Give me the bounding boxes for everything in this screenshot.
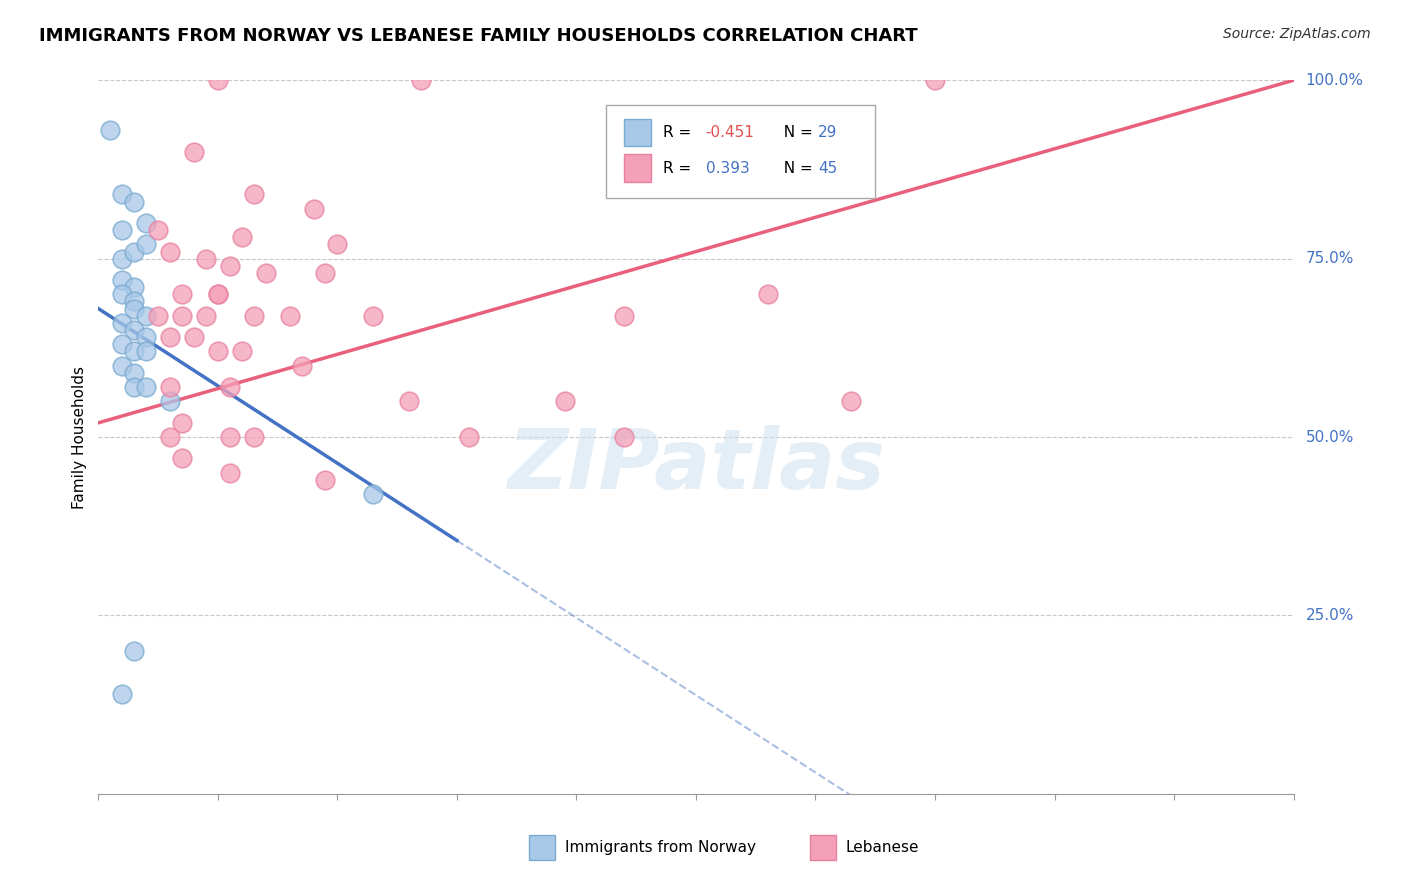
Point	[219, 380, 242, 394]
Point	[326, 237, 349, 252]
Text: 0.393: 0.393	[706, 161, 749, 176]
Point	[124, 344, 146, 359]
Text: 50.0%: 50.0%	[1306, 430, 1354, 444]
Point	[841, 394, 863, 409]
Point	[124, 380, 146, 394]
Point	[219, 466, 242, 480]
Text: 75.0%: 75.0%	[1306, 252, 1354, 266]
Point	[135, 309, 157, 323]
Point	[172, 287, 194, 301]
Point	[302, 202, 325, 216]
Text: ZIPatlas: ZIPatlas	[508, 425, 884, 506]
Point	[363, 309, 385, 323]
Point	[756, 287, 779, 301]
Bar	[624, 119, 651, 146]
Point	[172, 451, 194, 466]
Point	[111, 359, 134, 373]
Point	[159, 430, 181, 444]
Point	[159, 380, 181, 394]
Point	[195, 252, 218, 266]
Point	[554, 394, 576, 409]
Text: -0.451: -0.451	[706, 125, 755, 140]
Point	[207, 287, 229, 301]
Bar	[810, 835, 835, 860]
Text: IMMIGRANTS FROM NORWAY VS LEBANESE FAMILY HOUSEHOLDS CORRELATION CHART: IMMIGRANTS FROM NORWAY VS LEBANESE FAMIL…	[39, 27, 918, 45]
Point	[124, 366, 146, 380]
Point	[111, 187, 134, 202]
Point	[315, 266, 337, 280]
Point	[183, 145, 205, 159]
Point	[111, 287, 134, 301]
Text: Immigrants from Norway: Immigrants from Norway	[565, 840, 755, 855]
Text: N =: N =	[773, 125, 817, 140]
Point	[111, 337, 134, 351]
Point	[135, 330, 157, 344]
Point	[315, 473, 337, 487]
Point	[148, 309, 170, 323]
Point	[207, 73, 229, 87]
Point	[278, 309, 301, 323]
Point	[172, 416, 194, 430]
Point	[135, 380, 157, 394]
Point	[111, 223, 134, 237]
Point	[159, 244, 181, 259]
Point	[207, 344, 229, 359]
Point	[243, 309, 266, 323]
Text: 29: 29	[818, 125, 837, 140]
Text: 45: 45	[818, 161, 837, 176]
Y-axis label: Family Households: Family Households	[72, 366, 87, 508]
Point	[398, 394, 420, 409]
Point	[219, 259, 242, 273]
Point	[148, 223, 170, 237]
Point	[135, 237, 157, 252]
Point	[124, 294, 146, 309]
Point	[613, 309, 636, 323]
Point	[231, 344, 253, 359]
Point	[124, 194, 146, 209]
Bar	[624, 154, 651, 182]
Point	[98, 123, 122, 137]
Point	[291, 359, 314, 373]
Point	[159, 330, 181, 344]
Point	[172, 309, 194, 323]
Point	[111, 316, 134, 330]
Point	[243, 430, 266, 444]
Point	[243, 187, 266, 202]
Text: N =: N =	[773, 161, 817, 176]
Point	[111, 687, 134, 701]
FancyBboxPatch shape	[606, 105, 876, 198]
Point	[219, 430, 242, 444]
Point	[124, 244, 146, 259]
Point	[195, 309, 218, 323]
Point	[254, 266, 277, 280]
Point	[207, 287, 229, 301]
Bar	[529, 835, 555, 860]
Point	[111, 252, 134, 266]
Text: Lebanese: Lebanese	[845, 840, 920, 855]
Point	[924, 73, 946, 87]
Point	[124, 301, 146, 316]
Point	[183, 330, 205, 344]
Point	[613, 430, 636, 444]
Point	[135, 216, 157, 230]
Point	[124, 644, 146, 658]
Point	[363, 487, 385, 501]
Point	[411, 73, 433, 87]
Text: 100.0%: 100.0%	[1306, 73, 1364, 87]
Point	[135, 344, 157, 359]
Point	[124, 280, 146, 294]
Point	[124, 323, 146, 337]
Point	[231, 230, 253, 244]
Text: R =: R =	[662, 125, 696, 140]
Point	[111, 273, 134, 287]
Text: 25.0%: 25.0%	[1306, 608, 1354, 623]
Point	[159, 394, 181, 409]
Text: Source: ZipAtlas.com: Source: ZipAtlas.com	[1223, 27, 1371, 41]
Point	[458, 430, 481, 444]
Text: R =: R =	[662, 161, 700, 176]
